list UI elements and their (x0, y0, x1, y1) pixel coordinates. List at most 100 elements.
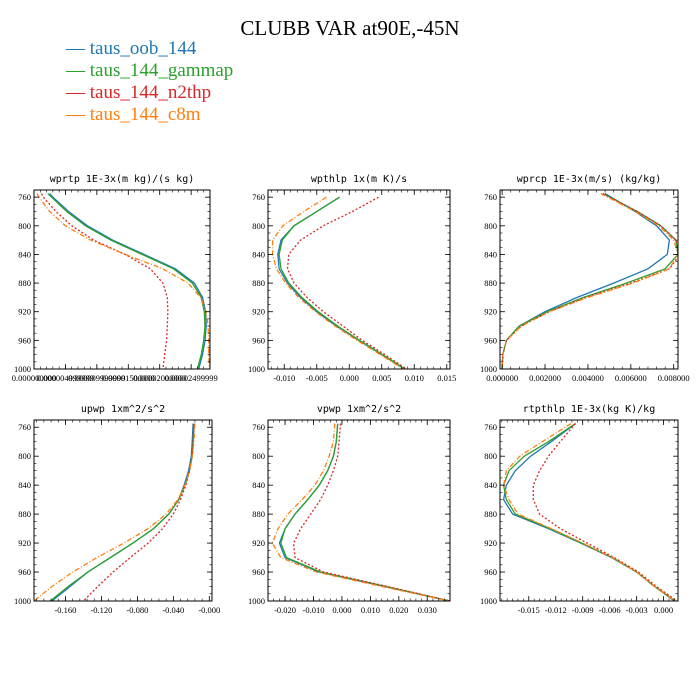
y-tick-label: 1000 (248, 596, 265, 606)
series-line-taus-144-c8m (501, 193, 678, 369)
x-tick-label: -0.003 (626, 605, 648, 615)
series-line-taus-144-gammap (278, 196, 406, 369)
x-tick-label: -0.120 (90, 605, 112, 615)
x-tick-label: -0.020 (274, 605, 296, 615)
x-tick-label: -0.080 (126, 605, 148, 615)
x-tick-label: 0.006000 (615, 373, 647, 383)
y-tick-label: 920 (252, 307, 265, 317)
plot-frame (499, 189, 679, 370)
panel-title: wprtp 1E-3x(m kg)/(s kg) (50, 174, 195, 185)
x-tick-label: 0.00002000000 (133, 373, 186, 383)
series-line-taus-144-c8m (502, 423, 676, 601)
x-tick-label: -0.015 (518, 605, 540, 615)
y-tick-label: 760 (18, 422, 31, 432)
y-tick-label: 840 (252, 249, 265, 259)
legend-label: taus_144_n2thp (89, 82, 212, 103)
x-tick-label: -0.005 (306, 373, 328, 383)
y-tick-label: 800 (484, 221, 497, 231)
plot-frame (267, 189, 451, 370)
panel-2: wpthlp 1x(m K)/s 760 800 840 880 920 960 1000 -0… (248, 174, 456, 383)
y-tick-label: 920 (252, 538, 265, 548)
series-line-taus-144-c8m (36, 193, 210, 369)
x-tick-label: -0.000 (198, 605, 220, 615)
panel-5: vpwp 1xm^2/s^2 760 800 840 880 920 960 1000 -0.0… (248, 404, 451, 615)
series-line-taus-144-gammap (280, 423, 450, 601)
y-tick-label: 800 (18, 451, 31, 461)
y-tick-label: 800 (252, 221, 265, 231)
figure-title: CLUBB VAR at90E,-45N (240, 16, 460, 40)
y-tick-label: 880 (18, 278, 31, 288)
y-tick-label: 1000 (14, 596, 31, 606)
x-tick-label: 0.000009999999 (68, 373, 125, 383)
x-tick-label: 0.005 (372, 373, 391, 383)
legend-label: taus_oob_144 (89, 38, 197, 59)
x-tick-label: 0.020 (389, 605, 408, 615)
y-tick-label: 880 (484, 278, 497, 288)
x-tick-label: -0.009 (572, 605, 594, 615)
series-line-taus-144-n2thp (82, 423, 195, 601)
y-tick-label: 800 (252, 451, 265, 461)
y-tick-label: 840 (484, 249, 497, 259)
x-tick-label: -0.006 (599, 605, 621, 615)
x-tick-label: 0.00002499999 (165, 373, 218, 383)
panel-6: rtpthlp 1E-3x(kg K)/kg 760 800 840 880 920 960… (480, 404, 679, 615)
x-tick-label: 0.00001500000 (102, 373, 155, 383)
y-tick-label: 1000 (14, 364, 31, 374)
x-tick-label: 0.010 (361, 605, 380, 615)
panel-title: vpwp 1xm^2/s^2 (317, 404, 401, 415)
x-tick-label: 0.004000 (572, 373, 604, 383)
y-tick-label: 760 (252, 422, 265, 432)
y-tick-label: 760 (484, 422, 497, 432)
panel-1: wprtp 1E-3x(m kg)/(s kg) 760 800 840 880 920 9… (12, 174, 218, 383)
series-line-taus-144-gammap (501, 193, 678, 369)
panel-title: wpthlp 1x(m K)/s (311, 174, 407, 185)
y-tick-label: 960 (18, 567, 31, 577)
y-tick-label: 880 (252, 278, 265, 288)
x-tick-label: 0.000000000 (12, 373, 57, 383)
y-tick-label: 840 (18, 249, 31, 259)
y-tick-label: 960 (252, 567, 265, 577)
panel-3: wprcp 1E-3x(m/s) (kg/kg) 760 800 840 880 920 9… (480, 174, 690, 383)
series-line-taus-144-c8m (271, 423, 450, 601)
panel-4: upwp 1xm^2/s^2 760 800 840 880 920 960 1000 -0.1… (14, 404, 220, 615)
y-tick-label: 960 (484, 567, 497, 577)
x-tick-label: -0.010 (273, 373, 295, 383)
x-tick-label: 0.000 (332, 605, 351, 615)
plot-frame (267, 419, 451, 602)
panel-title: upwp 1xm^2/s^2 (81, 404, 165, 415)
x-tick-label: 0.002000 (529, 373, 561, 383)
legend-item-taus-144-c8m: — taus_144_c8m (66, 104, 201, 125)
legend-label: taus_144_gammap (89, 60, 234, 81)
y-tick-label: 880 (484, 509, 497, 519)
y-tick-label: 960 (252, 335, 265, 345)
y-tick-label: 760 (252, 192, 265, 202)
y-tick-label: 1000 (480, 364, 497, 374)
legend: — taus_oob_144 — taus_144_gammap — taus_… (66, 38, 233, 126)
y-tick-label: 760 (484, 192, 497, 202)
series-line-taus-oob-144 (49, 193, 207, 369)
x-tick-label: -0.010 (303, 605, 325, 615)
y-tick-label: 880 (18, 509, 31, 519)
y-tick-label: 920 (18, 538, 31, 548)
plot-frame (33, 419, 213, 602)
series-line-taus-144-n2thp (40, 193, 169, 369)
plot-frame (499, 419, 679, 602)
x-tick-label: 0.000004999999 (37, 373, 94, 383)
x-tick-label: 0.015 (437, 373, 456, 383)
series-line-taus-144-n2thp (292, 423, 450, 601)
y-tick-label: 840 (252, 480, 265, 490)
y-tick-label: 960 (18, 335, 31, 345)
series-line-taus-oob-144 (277, 196, 405, 369)
series-line-taus-144-gammap (47, 193, 206, 369)
x-tick-label: 0.008000 (658, 373, 690, 383)
y-tick-label: 840 (18, 480, 31, 490)
legend-item-taus-144-n2thp: — taus_144_n2thp (66, 82, 212, 103)
legend-item-taus-144-gammap: — taus_144_gammap (66, 60, 234, 81)
x-tick-label: 0.030 (418, 605, 437, 615)
x-tick-label: -0.160 (54, 605, 76, 615)
y-tick-label: 1000 (248, 364, 265, 374)
y-tick-label: 760 (18, 192, 31, 202)
series-line-taus-144-gammap (49, 423, 195, 601)
series-line-taus-144-n2thp (286, 196, 407, 369)
